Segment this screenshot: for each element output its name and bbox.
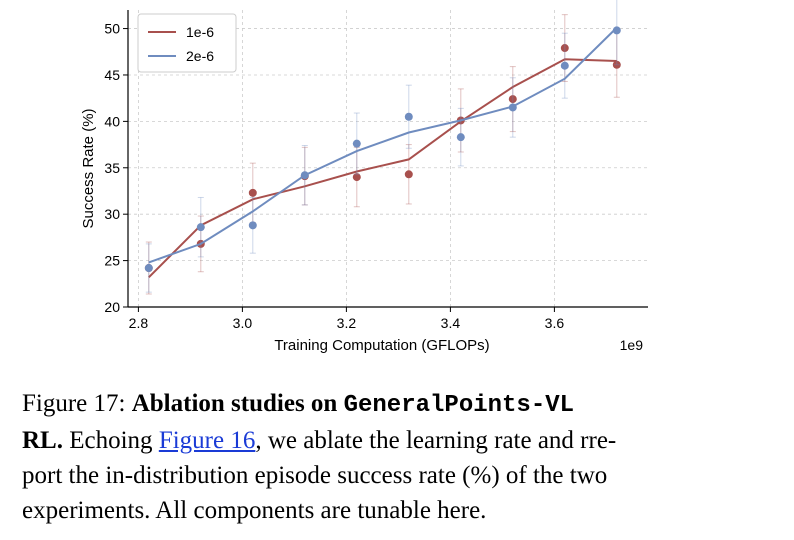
legend-box: [137, 13, 237, 73]
data-point-1e-6: [612, 60, 621, 69]
x-axis-label: Training Computation (GFLOPs): [274, 337, 489, 354]
x-tick-label: 2.8: [129, 315, 149, 331]
x-tick-label: 3.0: [233, 315, 253, 331]
caption-line-1: Figure 17: Ablation studies on GeneralPo…: [22, 386, 772, 423]
x-tick-label: 3.2: [337, 315, 357, 331]
x-tick-label: 3.4: [441, 315, 461, 331]
y-axis-label: Success Rate (%): [80, 108, 97, 228]
data-point-2e-6: [560, 61, 569, 70]
chart: 20 25 30 35 40 45 50 2.8 3.0 3.2 3.4 3.6 Training Co…: [80, 0, 648, 354]
caption-title: Ablation studies on: [131, 390, 344, 417]
figure-caption: Figure 17: Ablation studies on GeneralPo…: [22, 386, 772, 528]
y-tick-label: 20: [104, 299, 120, 315]
y-tick-label: 35: [104, 160, 120, 176]
series-line-2e-6: [148, 26, 618, 264]
x-tick-label: 3.6: [545, 315, 565, 331]
legend-label-1e-6: 1e-6: [186, 24, 214, 40]
caption-env-name: GeneralPoints-VL: [343, 392, 575, 419]
y-tick-label: 50: [104, 21, 120, 37]
data-point-1e-6: [560, 44, 569, 53]
y-tick-label: 30: [104, 206, 120, 222]
data-point-1e-6: [352, 173, 361, 182]
caption-rl: RL.: [22, 427, 63, 454]
caption-prefix: Figure 17:: [22, 390, 132, 417]
data-point-2e-6: [612, 26, 621, 35]
data-point-1e-6: [508, 95, 517, 104]
legend-label-2e-6: 2e-6: [186, 48, 214, 64]
data-point-2e-6: [456, 133, 465, 142]
data-point-2e-6: [404, 112, 413, 121]
data-point-2e-6: [196, 223, 205, 232]
figure-16-link[interactable]: Figure 16: [158, 427, 256, 454]
data-point-2e-6: [248, 221, 257, 230]
x-exponent-label: 1e9: [620, 337, 644, 353]
data-point-2e-6: [144, 264, 153, 273]
y-tick-label: 25: [104, 253, 120, 269]
caption-line-2: RL. Echoing Figure 16, we ablate the lea…: [22, 423, 772, 458]
series-line-1e-6: [148, 58, 617, 279]
caption-line-4: experiments. All components are tunable …: [22, 497, 487, 524]
data-point-1e-6: [248, 188, 257, 197]
caption-echo: Echoing: [62, 427, 159, 454]
y-tick-label: 45: [104, 67, 120, 83]
data-point-2e-6: [300, 171, 309, 180]
data-point-2e-6: [352, 139, 361, 148]
data-point-2e-6: [508, 103, 517, 112]
caption-line-1-rest: , we ablate the learning rate and rre-: [255, 427, 617, 454]
data-point-1e-6: [404, 170, 413, 179]
caption-line-3: port the in-distribution episode success…: [22, 462, 608, 489]
y-tick-label: 40: [104, 113, 120, 129]
